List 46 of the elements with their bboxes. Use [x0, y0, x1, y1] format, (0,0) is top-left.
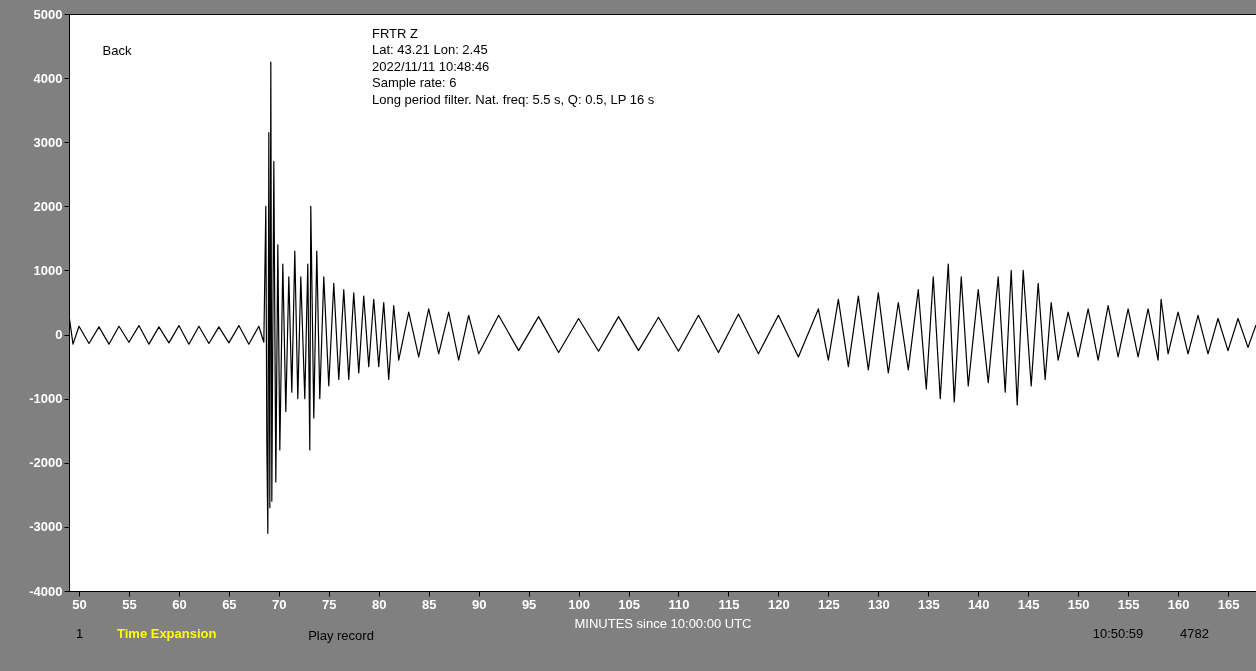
x-tick-label: 80	[372, 596, 387, 612]
annotation: Back	[102, 43, 132, 58]
x-tick-label: 120	[768, 596, 790, 612]
x-tick-label: 110	[668, 596, 690, 612]
x-tick-label: 140	[967, 596, 990, 612]
text: FRTR Z	[372, 26, 419, 41]
x-tick-label: 105	[618, 596, 640, 612]
text: 10:50:59	[1092, 626, 1144, 641]
x-tick-label: 75	[322, 596, 337, 612]
x-tick-label: 90	[471, 596, 487, 612]
y-tick-label: 4000	[33, 70, 63, 86]
y-tick-label: -2000	[29, 455, 63, 471]
x-tick-label: 135	[917, 596, 940, 612]
text: 1	[76, 626, 84, 641]
y-tick-label: 3000	[33, 134, 63, 150]
annotation: 2022/11/11 10:48:46	[372, 59, 490, 74]
x-tick-label: 130	[867, 596, 890, 612]
annotation: Lat: 43.21 Lon: 2.45	[372, 42, 488, 57]
x-tick-label: 70	[272, 596, 287, 612]
x-axis-title: MINUTES since 10:00:00 UTC	[574, 615, 752, 631]
text: Time Expansion	[117, 626, 217, 641]
x-tick-label: 125	[818, 596, 840, 612]
x-tick-label: 165	[1217, 596, 1240, 612]
x-tick-label: 115	[718, 596, 740, 612]
annotation: Long period filter. Nat. freq: 5.5 s, Q: 0.5, LP 16 s	[372, 92, 655, 107]
x-tick-label: 95	[521, 596, 537, 612]
y-tick-label: 0	[55, 327, 63, 343]
x-tick-label: 60	[172, 596, 187, 612]
y-tick-label: 1000	[33, 262, 63, 278]
text: 4782	[1180, 626, 1209, 641]
y-tick-label: -1000	[29, 391, 63, 407]
y-tick-label: -3000	[29, 519, 63, 535]
x-tick-label: 100	[568, 596, 590, 612]
annotation: Sample rate: 6	[372, 75, 457, 90]
x-tick-label: 55	[122, 596, 137, 612]
y-tick-label: -4000	[29, 583, 63, 599]
x-tick-label: 85	[421, 596, 437, 612]
x-tick-label: 160	[1167, 596, 1190, 612]
x-tick-label: 65	[222, 596, 237, 612]
x-tick-label: 155	[1117, 596, 1140, 612]
text: Play record	[308, 628, 374, 643]
y-tick-label: 2000	[33, 198, 63, 214]
y-tick-label: 5000	[33, 6, 63, 22]
x-tick-label: 150	[1067, 596, 1090, 612]
x-tick-label: 50	[72, 596, 87, 612]
x-tick-label: 145	[1017, 596, 1040, 612]
